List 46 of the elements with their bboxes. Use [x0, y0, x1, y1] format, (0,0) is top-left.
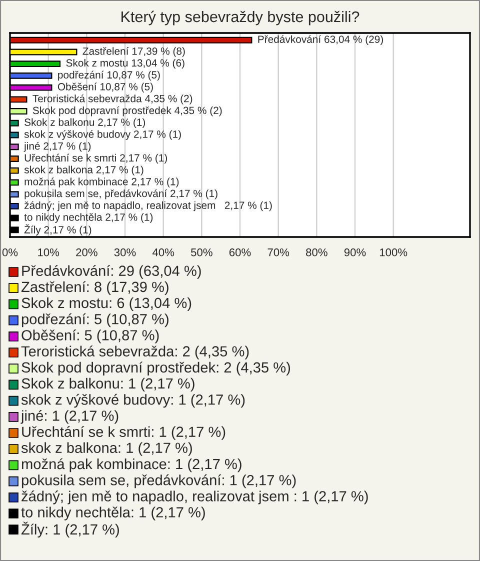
x-tick-label: 100% — [380, 248, 408, 256]
category-label: jiné 2,17 % (1) — [24, 142, 91, 152]
x-tick-label: 90% — [344, 248, 366, 256]
category-label: žádný; jen mě to napadlo, realizovat jsem 2,17 % (1) — [24, 201, 272, 212]
category-label: možná pak kombinace 2,17 % (1) — [24, 178, 179, 188]
text: Skok z mostu: 6 (13,04 %) — [22, 297, 192, 311]
category-label: Uřechtání se k smrti 2,17 % (1) — [24, 154, 167, 164]
category-label: Teroristická sebevražda 4,35 % (2) — [32, 94, 192, 104]
text: to nikdy nechtěla: 1 (2,17 %) — [21, 506, 205, 520]
text: Žíly: 1 (2,17 %) — [21, 522, 119, 538]
x-tick-label: 0% — [2, 248, 18, 256]
x-tick-label: 80% — [306, 248, 328, 256]
text: žádný; jen mě to napadlo, realizovat jsem : 1 (2,17 %) — [22, 490, 368, 504]
category-label: Zastřelení 17,39 % (8) — [82, 47, 185, 57]
x-tick-label: 30% — [114, 248, 136, 256]
text: jiné: 1 (2,17 %) — [20, 410, 118, 424]
text: Zastřelení: 8 (17,39 %) — [21, 281, 168, 295]
category-label: to nikdy nechtěla 2,17 % (1) — [24, 213, 153, 223]
text: Teroristická sebevražda: 2 (4,35 %) — [21, 346, 249, 360]
text: skok z balkona: 1 (2,17 %) — [21, 442, 192, 456]
category-label: Předávkování 63,04 % (29) — [258, 35, 383, 46]
chart-title: Který typ sebevraždy byste použili? — [122, 10, 360, 26]
category-label: Žíly 2,17 % (1) — [24, 224, 92, 236]
category-label: Skok z balkonu 2,17 % (1) — [24, 118, 146, 128]
category-label: skok z balkona 2,17 % (1) — [24, 166, 144, 176]
category-label: pokusila sem se, předávkování 2,17 % (1) — [24, 189, 218, 200]
x-tick-label: 10% — [38, 248, 60, 256]
text: Skok z balkonu: 1 (2,17 %) — [22, 378, 194, 392]
category-label: Skok pod dopravní prostředek 4,35 % (2) — [32, 106, 222, 116]
text: pokusila sem se, předávkování: 1 (2,17 %) — [22, 474, 296, 488]
text: Předávkování: 29 (63,04 %) — [22, 265, 201, 279]
x-tick-label: 40% — [152, 248, 174, 256]
x-tick-label: 50% — [190, 248, 212, 256]
text: Skok pod dopravní prostředek: 2 (4,35 %) — [22, 362, 290, 376]
x-tick-label: 70% — [268, 248, 290, 256]
x-tick-label: 20% — [76, 248, 98, 256]
category-label: skok z výškové budovy 2,17 % (1) — [24, 130, 181, 140]
text: možná pak kombinace: 1 (2,17 %) — [22, 458, 242, 472]
text: skok z výškové budovy: 1 (2,17 %) — [21, 394, 245, 408]
x-tick-label: 60% — [229, 248, 251, 256]
text: podřezání: 5 (10,87 %) — [22, 313, 168, 328]
category-label: podřezání 10,87 % (5) — [58, 70, 160, 81]
text: Oběšení: 5 (10,87 %) — [22, 330, 159, 344]
category-label: Oběšení 10,87 % (5) — [58, 82, 153, 92]
category-label: Skok z mostu 13,04 % (6) — [66, 58, 184, 69]
text: Uřechtání se k smrti: 1 (2,17 %) — [22, 426, 226, 440]
